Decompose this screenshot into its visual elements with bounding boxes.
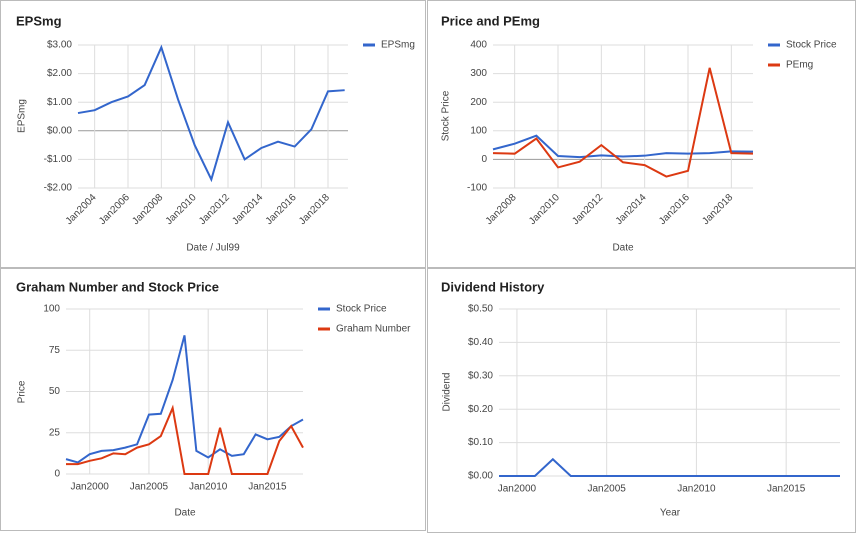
x-tick-label: Jan2010 <box>189 482 228 493</box>
legend-label: EPSmg <box>381 40 415 51</box>
y-tick-label: $0.40 <box>468 337 493 348</box>
x-axis-label: Year <box>660 508 681 519</box>
y-tick-label: $0.50 <box>468 304 493 315</box>
y-tick-label: 50 <box>49 386 61 397</box>
series-line <box>77 44 345 183</box>
series-line <box>499 457 840 477</box>
y-tick-label: -$2.00 <box>44 183 73 194</box>
panel <box>0 268 426 531</box>
y-tick-label: $3.00 <box>47 40 72 51</box>
x-tick-label: Jan2000 <box>71 482 110 493</box>
x-axis-label: Date <box>612 243 634 254</box>
legend-label: PEmg <box>786 60 813 71</box>
x-axis-label: Date / Jul99 <box>186 243 240 254</box>
x-tick-label: Jan2000 <box>498 484 537 495</box>
x-tick-label: Jan2005 <box>130 482 169 493</box>
x-axis-label: Date <box>174 508 196 519</box>
y-tick-label: 75 <box>49 345 61 356</box>
legend-label: Graham Number <box>336 324 411 335</box>
y-tick-label: 0 <box>481 154 487 165</box>
x-tick-label: Jan2005 <box>587 484 626 495</box>
chart-title: Graham Number and Stock Price <box>16 279 219 294</box>
chart-title: EPSmg <box>16 13 62 28</box>
y-axis-label: Stock Price <box>441 90 452 141</box>
series-line <box>492 134 754 159</box>
y-tick-label: -100 <box>467 183 487 194</box>
y-tick-label: $0.20 <box>468 404 493 415</box>
y-tick-label: $0.00 <box>468 471 493 482</box>
y-tick-label: 400 <box>470 40 487 51</box>
y-axis-label: Price <box>17 380 28 403</box>
y-tick-label: 25 <box>49 427 61 438</box>
x-tick-label: Jan2010 <box>677 484 716 495</box>
y-tick-label: $0.00 <box>47 125 72 136</box>
y-tick-label: $0.10 <box>468 437 493 448</box>
y-tick-label: $2.00 <box>47 68 72 79</box>
y-tick-label: 300 <box>470 68 487 79</box>
x-tick-label: Jan2015 <box>767 484 806 495</box>
chart-title: Dividend History <box>441 279 545 294</box>
y-tick-label: 200 <box>470 97 487 108</box>
y-tick-label: 100 <box>470 125 487 136</box>
y-tick-label: $0.30 <box>468 370 493 381</box>
legend-label: Stock Price <box>336 304 387 315</box>
x-tick-label: Jan2015 <box>248 482 287 493</box>
series-line <box>492 67 754 178</box>
legend-label: Stock Price <box>786 40 837 51</box>
series-line <box>65 335 304 464</box>
y-tick-label: 0 <box>54 469 60 480</box>
chart-title: Price and PEmg <box>441 13 540 28</box>
panel <box>427 268 856 533</box>
y-axis-label: Dividend <box>442 373 453 412</box>
series-line <box>66 404 304 475</box>
y-tick-label: 100 <box>43 304 60 315</box>
y-tick-label: -$1.00 <box>44 154 73 165</box>
y-axis-label: EPSmg <box>17 99 28 133</box>
y-tick-label: $1.00 <box>47 97 72 108</box>
